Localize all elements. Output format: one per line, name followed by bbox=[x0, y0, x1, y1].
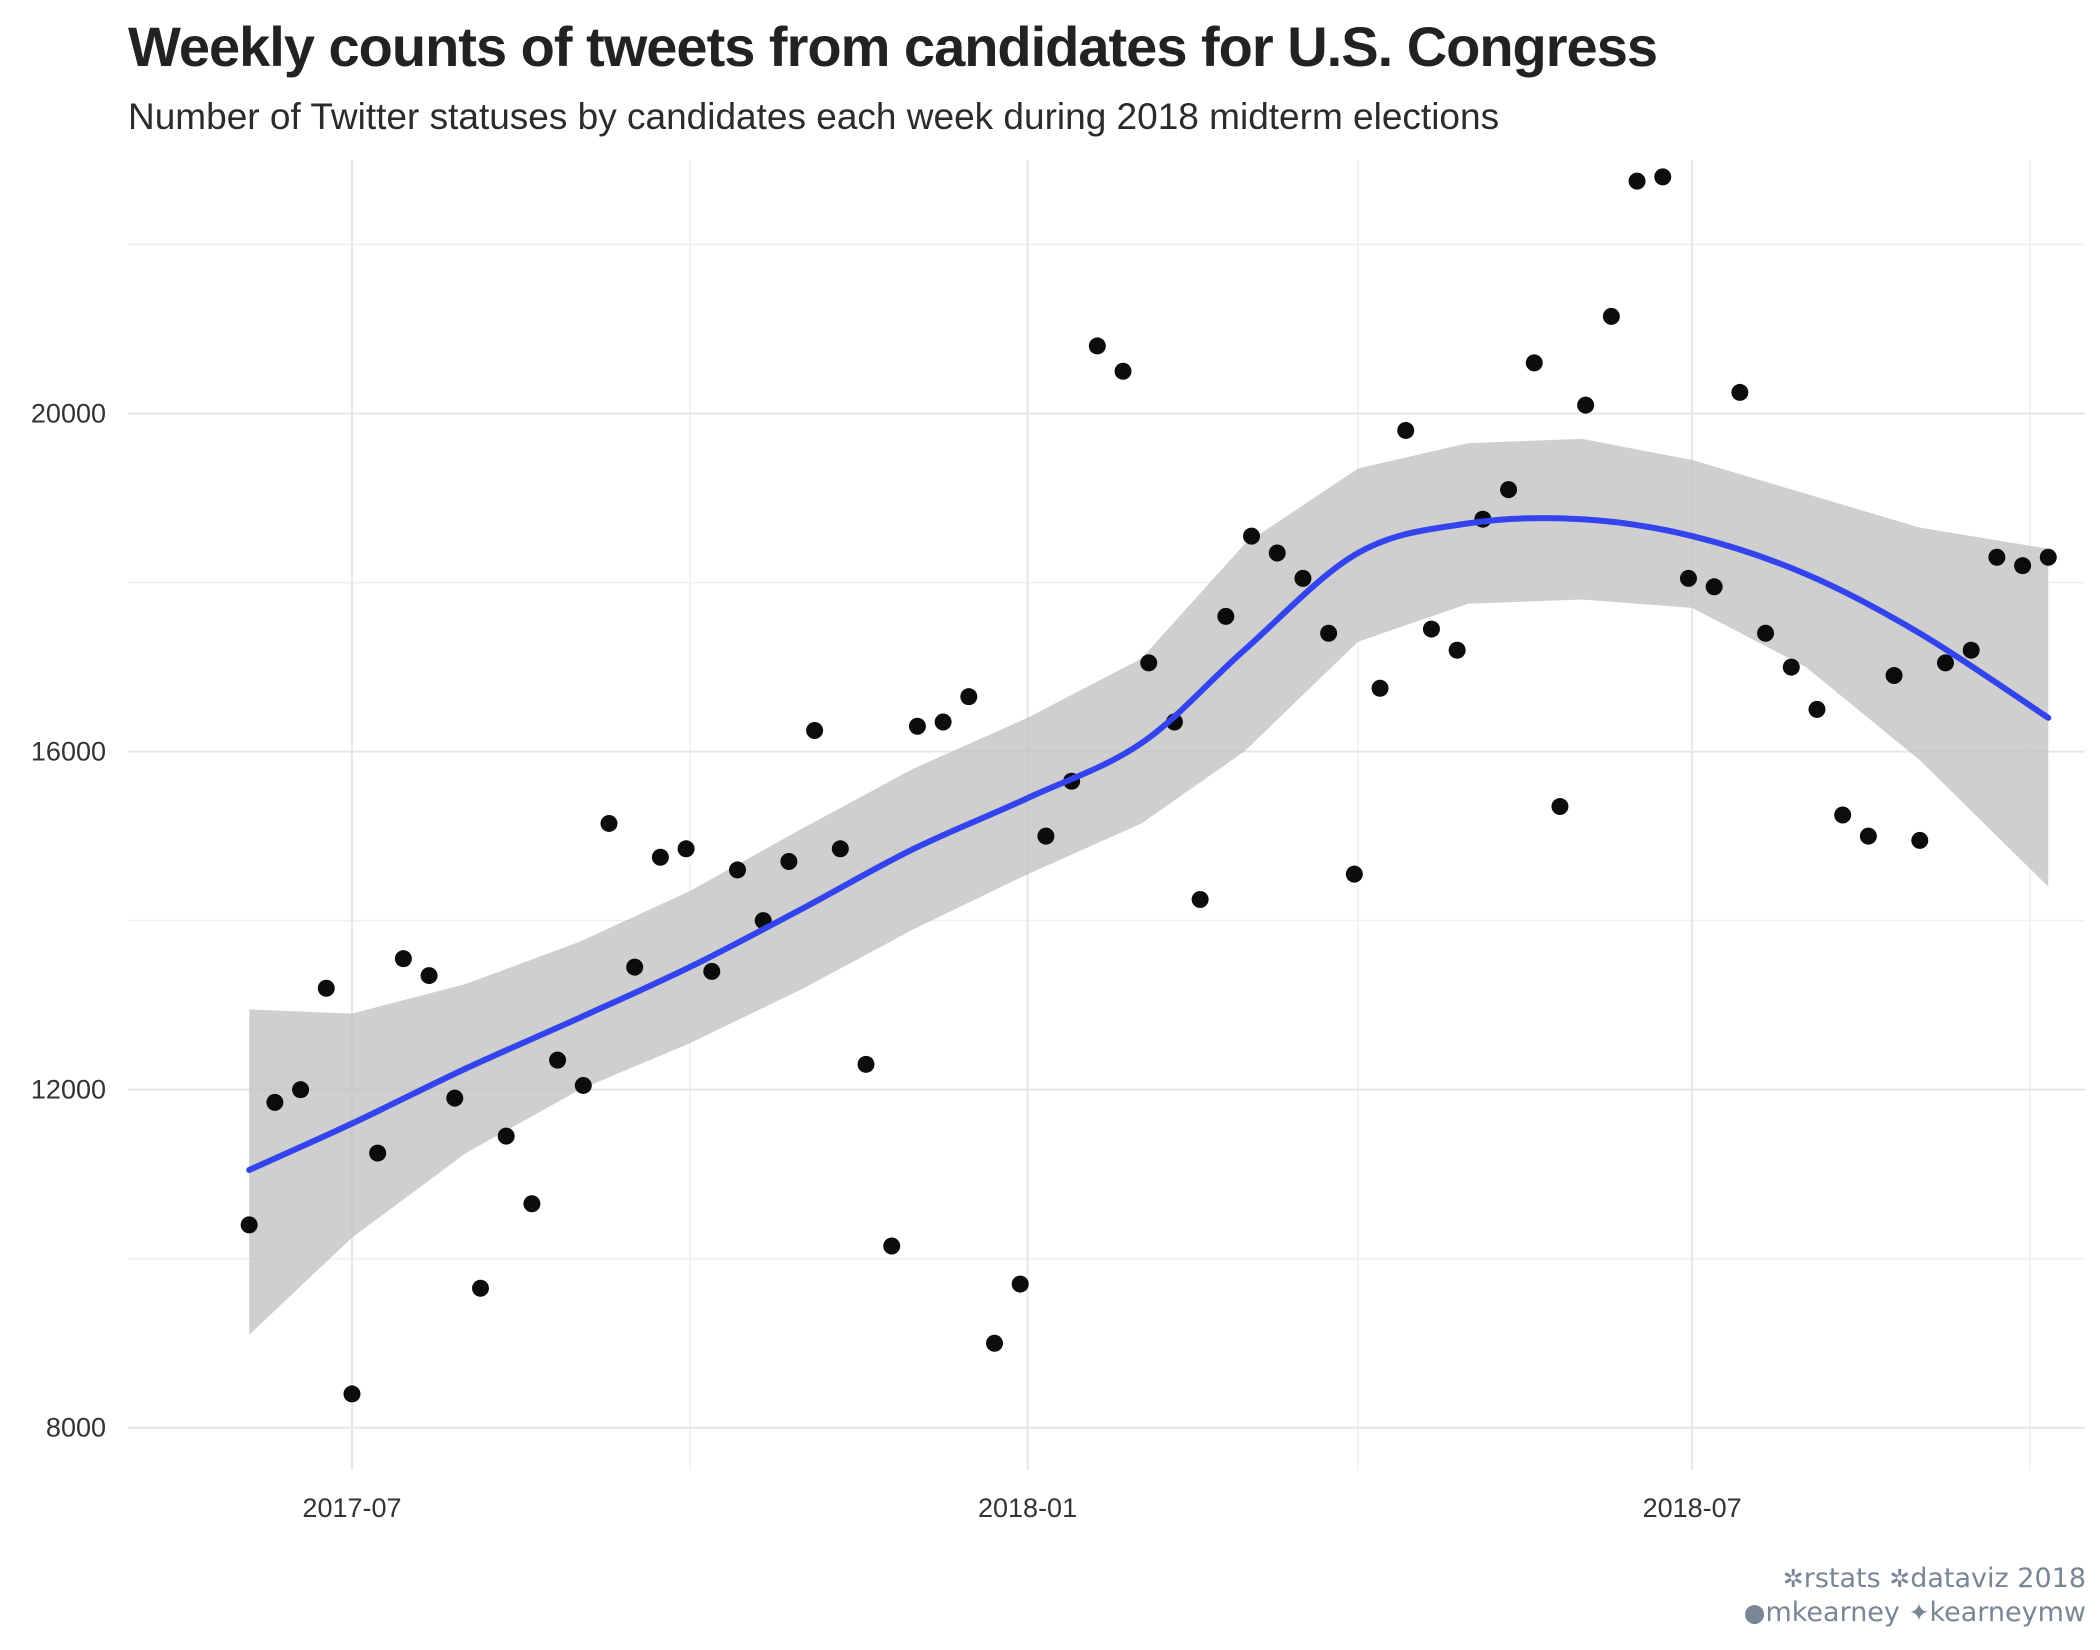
data-point bbox=[1988, 548, 2006, 566]
smooth-line bbox=[246, 515, 2052, 1173]
data-point bbox=[1705, 578, 1723, 596]
data-point bbox=[703, 962, 721, 980]
data-point bbox=[1834, 806, 1852, 824]
data-point bbox=[523, 1195, 541, 1213]
data-point bbox=[1808, 700, 1826, 718]
caption-twitter-handle: kearneymw bbox=[1929, 1596, 2086, 1628]
data-point bbox=[1243, 527, 1261, 545]
caption-dataviz: dataviz 2018 bbox=[1910, 1563, 2086, 1594]
data-point bbox=[1448, 641, 1466, 659]
data-point bbox=[831, 840, 849, 858]
confidence-band-group bbox=[249, 438, 2049, 1335]
data-point bbox=[728, 861, 746, 879]
caption-github-handle: mkearney bbox=[1765, 1596, 1900, 1628]
data-point bbox=[1859, 827, 1877, 845]
x-tick-label: 2018-07 bbox=[1643, 1493, 1742, 1523]
data-point bbox=[780, 852, 798, 870]
data-point bbox=[1757, 624, 1775, 642]
data-point bbox=[986, 1334, 1004, 1352]
data-point bbox=[1577, 396, 1595, 414]
data-point bbox=[1268, 544, 1286, 562]
x-tick-label: 2018-01 bbox=[978, 1493, 1077, 1523]
data-point bbox=[1422, 620, 1440, 638]
data-point bbox=[394, 950, 412, 968]
data-point bbox=[2014, 557, 2032, 575]
data-point bbox=[934, 713, 952, 731]
x-tick-label: 2017-07 bbox=[302, 1493, 401, 1523]
y-tick-label: 20000 bbox=[31, 399, 106, 429]
data-point bbox=[1551, 798, 1569, 816]
caption-line-1: ✲rstats ✲dataviz 2018 bbox=[1744, 1562, 2086, 1596]
twitter-icon: ✦ bbox=[1908, 1597, 1930, 1627]
data-points bbox=[240, 168, 2057, 1403]
y-tick-label: 12000 bbox=[31, 1075, 106, 1105]
data-point bbox=[240, 1216, 258, 1234]
y-tick-label: 8000 bbox=[46, 1413, 106, 1443]
data-point bbox=[1679, 569, 1697, 587]
data-point bbox=[651, 848, 669, 866]
data-point bbox=[420, 967, 438, 985]
data-point bbox=[266, 1093, 284, 1111]
data-point bbox=[1191, 891, 1209, 909]
data-point bbox=[1397, 421, 1415, 439]
data-point bbox=[883, 1237, 901, 1255]
data-point bbox=[497, 1127, 515, 1145]
github-icon: ● bbox=[1743, 1597, 1766, 1627]
data-point bbox=[1962, 641, 1980, 659]
data-point bbox=[677, 840, 695, 858]
data-point bbox=[2039, 548, 2057, 566]
data-point bbox=[343, 1385, 361, 1403]
data-point bbox=[1088, 337, 1106, 355]
data-point bbox=[1114, 362, 1132, 380]
caption-line-2: ●mkearney ✦kearneymw bbox=[1744, 1596, 2086, 1630]
data-point bbox=[1345, 865, 1363, 883]
data-point bbox=[600, 814, 618, 832]
data-point bbox=[1731, 383, 1749, 401]
data-point bbox=[1936, 654, 1954, 672]
data-point bbox=[857, 1055, 875, 1073]
data-point bbox=[1294, 569, 1312, 587]
data-point bbox=[1037, 827, 1055, 845]
data-point bbox=[1500, 481, 1518, 499]
data-point bbox=[1140, 654, 1158, 672]
axis-labels: 8000 12000 16000 20000 2017-07 2018-01 2018-07 bbox=[31, 399, 1742, 1523]
data-point bbox=[1782, 658, 1800, 676]
data-point bbox=[960, 688, 978, 706]
data-point bbox=[1371, 679, 1389, 697]
hashtag-icon: ✲ bbox=[1889, 1564, 1911, 1593]
confidence-band bbox=[249, 438, 2049, 1335]
hashtag-icon: ✲ bbox=[1782, 1564, 1804, 1593]
data-point bbox=[1217, 607, 1235, 625]
data-point bbox=[626, 958, 644, 976]
data-point bbox=[1654, 168, 1672, 186]
data-point bbox=[574, 1076, 592, 1094]
data-point bbox=[1320, 624, 1338, 642]
caption-rstats: rstats bbox=[1803, 1563, 1881, 1594]
chart-subtitle: Number of Twitter statuses by candidates… bbox=[128, 96, 1500, 137]
data-point bbox=[446, 1089, 464, 1107]
data-point bbox=[549, 1051, 567, 1069]
data-point bbox=[806, 721, 824, 739]
data-point bbox=[369, 1144, 387, 1162]
data-point bbox=[1011, 1275, 1029, 1293]
data-point bbox=[1628, 172, 1646, 190]
smooth-line-group bbox=[246, 515, 2052, 1173]
data-point bbox=[471, 1279, 489, 1297]
data-point bbox=[1602, 307, 1620, 325]
data-point bbox=[908, 717, 926, 735]
data-point bbox=[292, 1081, 310, 1099]
data-point bbox=[1911, 831, 1929, 849]
y-tick-label: 16000 bbox=[31, 737, 106, 767]
data-point bbox=[1885, 667, 1903, 685]
data-point bbox=[1525, 354, 1543, 372]
chart-title: Weekly counts of tweets from candidates … bbox=[128, 15, 1658, 78]
caption: ✲rstats ✲dataviz 2018 ●mkearney ✦kearney… bbox=[1744, 1562, 2086, 1630]
data-point bbox=[317, 979, 335, 997]
